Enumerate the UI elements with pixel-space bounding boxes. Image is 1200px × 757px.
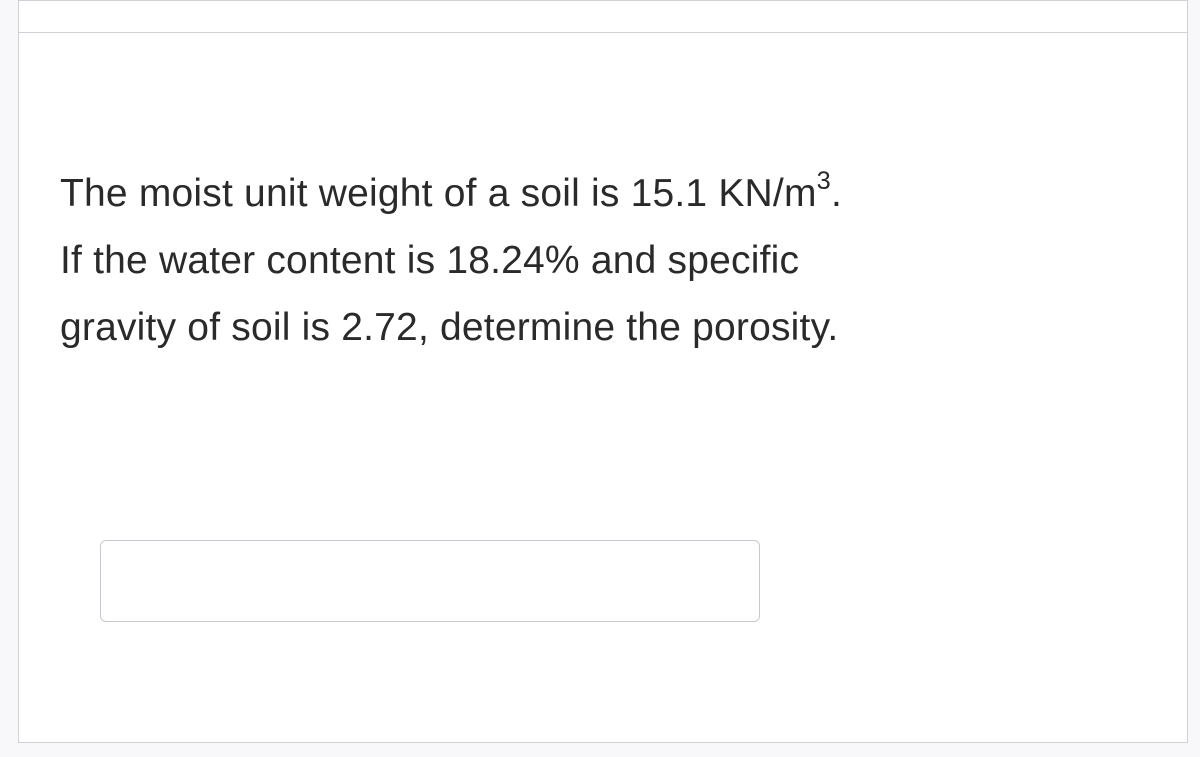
unit-prefix: KN/m: [707, 172, 816, 215]
question-container: The moist unit weight of a soil is 15.1 …: [60, 160, 1160, 361]
question-card: [18, 0, 1188, 743]
question-text-segment: , determine the porosity.: [418, 306, 838, 349]
value-specific-gravity: 2.72: [341, 306, 418, 349]
question-text-segment: .: [831, 172, 842, 215]
unit-exponent: 3: [817, 167, 831, 195]
question-text-segment: If the water content is: [60, 239, 446, 282]
top-divider: [18, 32, 1188, 33]
question-text-segment: gravity of soil is: [60, 306, 341, 349]
value-water-content: 18.24%: [446, 239, 579, 282]
question-text: The moist unit weight of a soil is 15.1 …: [60, 160, 1160, 361]
question-text-segment: The moist unit weight of a soil is: [60, 172, 631, 215]
value-unit-weight: 15.1: [631, 172, 708, 215]
question-text-segment: and specific: [580, 239, 799, 282]
answer-input[interactable]: [100, 540, 760, 622]
